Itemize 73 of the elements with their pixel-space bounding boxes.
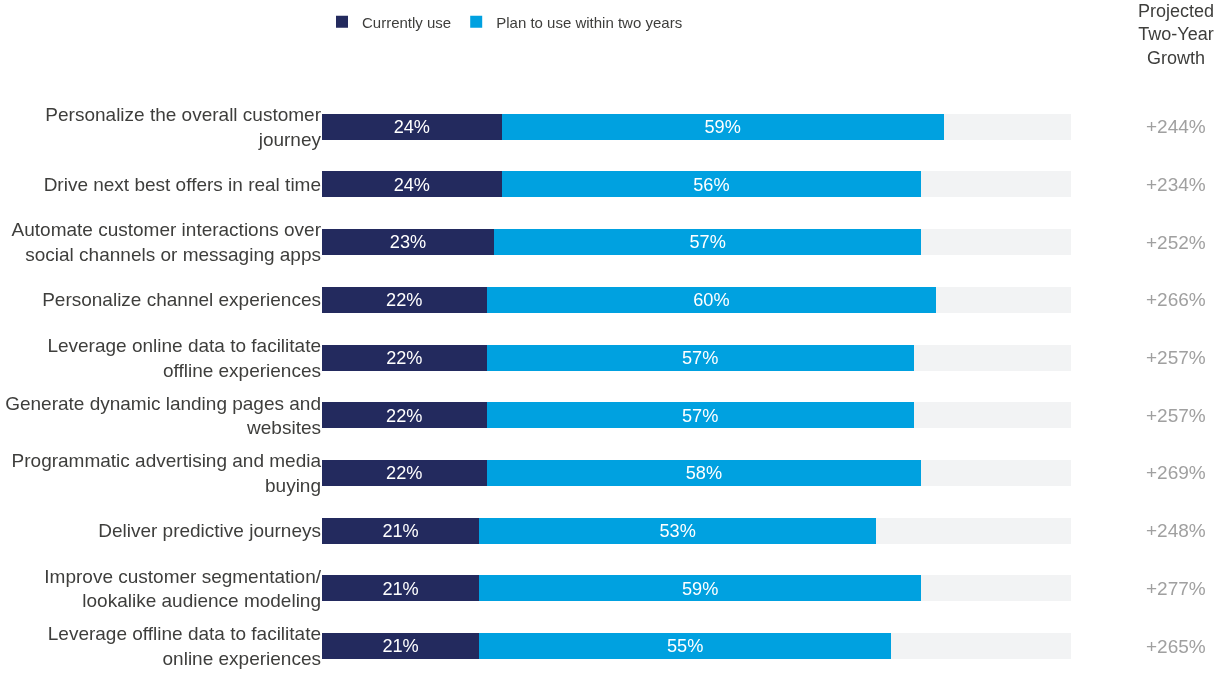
data-label: 22%: [386, 347, 423, 368]
bar: [876, 517, 1071, 544]
data-label: 21%: [382, 521, 419, 542]
legend-label: Plan to use within two years: [496, 13, 683, 31]
bar: [486, 459, 922, 486]
y-tick-label: Improve customer segmentation/ lookalike audience modeling: [44, 565, 322, 612]
y-tick-label: Programmatic advertising and media buying: [11, 450, 322, 496]
bar: [921, 459, 1071, 486]
bar: [322, 171, 502, 198]
bar: [479, 575, 922, 602]
bar: [921, 575, 1071, 602]
bar: [322, 402, 487, 429]
data-label: 53%: [659, 521, 696, 542]
bar: [494, 229, 922, 256]
y-tick-label: Generate dynamic landing pages and websites: [5, 392, 321, 439]
bar: [322, 229, 495, 256]
bar: [322, 286, 487, 313]
bar: [322, 575, 480, 602]
y-tick-label: Leverage online data to facilitate offline experiences: [47, 334, 321, 381]
y-tick-label: Drive next best offers in real time: [43, 174, 321, 196]
data-label: 58%: [685, 463, 723, 484]
text: +257%: [1146, 347, 1206, 368]
bar: [479, 517, 877, 544]
text: +265%: [1146, 636, 1206, 657]
data-label: 59%: [704, 116, 741, 137]
data-label: 21%: [382, 636, 419, 657]
bar: [322, 344, 487, 371]
data-label: 55%: [667, 636, 704, 657]
data-label: 57%: [689, 232, 726, 253]
bar: [921, 171, 1071, 198]
text: +252%: [1146, 232, 1206, 253]
data-label: 22%: [386, 463, 423, 484]
y-tick-label: Deliver predictive journeys: [98, 520, 321, 542]
data-label: 57%: [681, 405, 719, 426]
text: +257%: [1146, 405, 1206, 426]
data-label: 24%: [393, 174, 430, 195]
text: +269%: [1146, 462, 1206, 483]
text: +244%: [1146, 116, 1206, 137]
bar: [322, 459, 487, 486]
bar: [891, 633, 1071, 660]
bar: [936, 286, 1071, 313]
bar: [486, 344, 914, 371]
legend-label: Currently use: [362, 13, 452, 31]
y-tick-label: Personalize channel experiences: [42, 289, 321, 311]
text: +277%: [1146, 578, 1206, 599]
data-label: 59%: [681, 578, 719, 599]
bar: [322, 633, 480, 660]
data-label: 23%: [389, 232, 427, 253]
bar: [943, 113, 1071, 140]
text: Projected Two-Year Growth: [1138, 1, 1215, 68]
bar: [486, 402, 914, 429]
y-tick-label: Personalize the overall customer journey: [45, 103, 322, 150]
text: +234%: [1146, 174, 1206, 195]
bar: [479, 633, 892, 660]
data-label: 60%: [693, 290, 730, 311]
data-label: 24%: [393, 116, 430, 137]
bar: [921, 229, 1071, 256]
data-label: 56%: [693, 174, 730, 195]
bar: [322, 517, 480, 544]
bar: [486, 286, 937, 313]
data-label: 22%: [386, 405, 423, 426]
bar: [913, 402, 1071, 429]
y-tick-label: Leverage offline data to facilitate online experiences: [47, 623, 321, 670]
data-label: 57%: [681, 347, 719, 368]
bar: [501, 171, 922, 198]
data-label: 22%: [386, 290, 423, 311]
text: +248%: [1146, 520, 1206, 541]
bar: [322, 113, 502, 140]
text: +266%: [1146, 289, 1206, 310]
y-tick-label: Automate customer interactions over social channels or messaging apps: [11, 219, 322, 266]
data-label: 21%: [382, 578, 419, 599]
bar: [913, 344, 1071, 371]
bar: [501, 113, 944, 140]
